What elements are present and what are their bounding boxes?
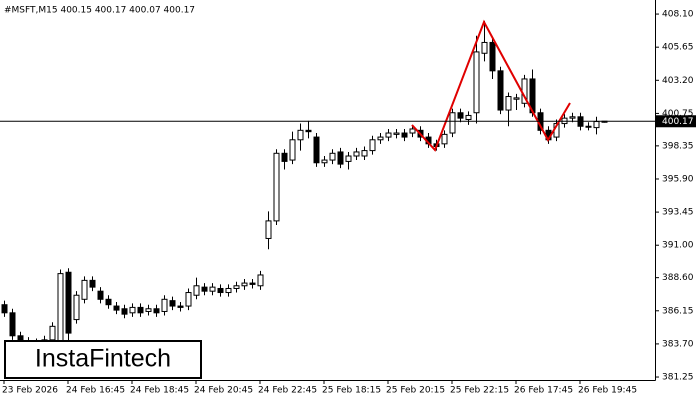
candle-body <box>345 155 352 162</box>
candle-body <box>49 325 56 341</box>
plot-area <box>1 20 608 348</box>
candle-body <box>89 279 96 288</box>
y-tick-label: 388.60 <box>662 273 694 283</box>
x-tick-label: 25 Feb 18:15 <box>322 386 381 396</box>
candle-body <box>273 152 280 222</box>
candle-body <box>177 305 184 308</box>
candle-body <box>497 70 504 111</box>
x-tick-label: 25 Feb 22:15 <box>450 386 509 396</box>
y-tick-label: 405.65 <box>662 43 694 53</box>
candle-body <box>409 128 416 134</box>
candle-body <box>249 282 256 285</box>
x-tick-label: 24 Feb 18:45 <box>130 386 189 396</box>
candle-body <box>145 308 152 312</box>
y-tick-label: 391.00 <box>662 241 694 251</box>
x-tick-label: 24 Feb 16:45 <box>66 386 125 396</box>
candle-body <box>337 151 344 165</box>
candle-body <box>481 41 488 54</box>
candle-body <box>233 285 240 289</box>
chart-title: #MSFT,M15 400.15 400.17 400.07 400.17 <box>4 6 195 16</box>
candle-body <box>121 308 128 315</box>
x-tick-label: 24 Feb 22:45 <box>258 386 317 396</box>
candle-body <box>81 279 88 300</box>
pattern-line <box>411 19 571 152</box>
candle-body <box>265 220 272 239</box>
candle-body <box>17 335 24 341</box>
x-tick-label: 23 Feb 2026 <box>2 386 58 396</box>
candle-body <box>569 116 576 119</box>
candle-body <box>329 152 336 161</box>
candle-body <box>201 286 208 292</box>
candle-body <box>353 151 360 157</box>
x-tick-label: 26 Feb 19:45 <box>578 386 637 396</box>
y-tick-label: 398.35 <box>662 141 694 151</box>
candle-body <box>297 129 304 141</box>
candle-body <box>9 312 16 337</box>
candle-body <box>377 136 384 141</box>
candle-body <box>441 133 448 145</box>
x-tick-label: 24 Feb 20:45 <box>194 386 253 396</box>
candle-body <box>65 271 72 334</box>
candle-body <box>217 287 224 294</box>
candle-body <box>185 292 192 307</box>
candle-body <box>137 306 144 314</box>
last-price-box <box>656 115 696 128</box>
candle-body <box>393 132 400 135</box>
x-tick-label: 26 Feb 17:45 <box>514 386 573 396</box>
candle-body <box>513 97 520 100</box>
candle-body <box>385 132 392 138</box>
logo-box <box>4 340 202 379</box>
candle-body <box>401 132 408 138</box>
y-tick-label: 395.90 <box>662 174 694 184</box>
candle-body <box>193 285 200 296</box>
candle-body <box>97 290 104 300</box>
candle-body <box>449 112 456 134</box>
candle-body <box>369 139 376 152</box>
candle-body <box>489 41 496 72</box>
candle-body <box>57 273 64 342</box>
candle-body <box>241 282 248 287</box>
candle-body <box>153 308 160 314</box>
x-tick-label: 25 Feb 20:15 <box>386 386 445 396</box>
y-tick-label: 383.70 <box>662 339 694 349</box>
candle-body <box>313 136 320 164</box>
logo: InstaFintech <box>35 345 171 373</box>
candle-body <box>281 152 288 162</box>
candle-body <box>457 112 464 119</box>
y-tick-label: 393.45 <box>662 208 694 218</box>
y-tick-label: 386.15 <box>662 306 694 316</box>
candle-body <box>465 114 472 121</box>
candle-body <box>169 300 176 307</box>
candle-body <box>113 305 120 311</box>
candle-body <box>1 304 8 314</box>
candle-body <box>257 274 264 287</box>
candle-body <box>105 298 112 306</box>
candle-body <box>321 159 328 164</box>
candle-body <box>361 150 368 157</box>
y-tick-label: 381.25 <box>662 373 694 383</box>
candle-body <box>505 96 512 111</box>
candle-body <box>473 51 480 114</box>
candle-body <box>129 306 136 314</box>
y-tick-label: 408.10 <box>662 10 694 20</box>
candle-body <box>585 125 592 128</box>
candle-body <box>73 294 80 321</box>
candle-body <box>593 121 600 129</box>
candle-body <box>225 287 232 294</box>
candle-body <box>289 139 296 161</box>
y-tick-label: 403.20 <box>662 76 694 86</box>
candle-body <box>161 298 168 312</box>
candle-body <box>209 286 216 292</box>
y-tick-label: 400.75 <box>662 109 694 119</box>
last-price-label: 400.17 <box>662 117 694 127</box>
candle-body <box>305 129 312 133</box>
